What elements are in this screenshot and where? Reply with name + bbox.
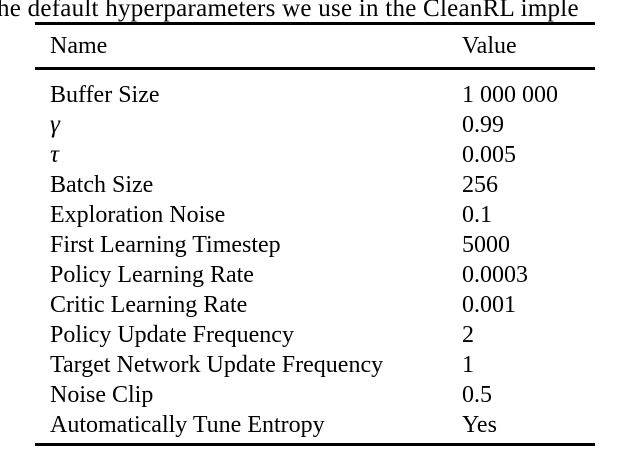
table-row: Batch Size 256 [35, 170, 595, 200]
param-name-cell: Critic Learning Rate [50, 291, 248, 318]
column-header-value: Value [462, 33, 517, 59]
table-row: Buffer Size 1 000 000 [35, 80, 595, 110]
param-name-cell: Automatically Tune Entropy [50, 411, 325, 438]
param-name-cell: Batch Size [50, 171, 154, 198]
param-value-cell: 256 [462, 171, 498, 198]
bottom-rule [35, 442, 595, 446]
param-value-cell: 0.5 [462, 381, 492, 408]
table-row: First Learning Timestep 5000 [35, 230, 595, 260]
param-name-cell: Target Network Update Frequency [50, 351, 384, 378]
table-row: Critic Learning Rate 0.001 [35, 290, 595, 320]
table-row: Policy Learning Rate 0.0003 [35, 260, 595, 290]
param-name-cell: First Learning Timestep [50, 231, 281, 258]
table-body: Buffer Size 1 000 000 γ 0.99 τ 0.005 Bat… [35, 70, 595, 443]
table-row: Policy Update Frequency 2 [35, 320, 595, 350]
header-row: Name Value [35, 25, 595, 67]
param-value-cell: 0.0003 [462, 261, 528, 288]
mid-rule [35, 67, 595, 70]
param-value-cell: 5000 [462, 231, 510, 258]
param-name-cell: τ [50, 140, 59, 168]
param-name-cell: γ [50, 110, 60, 138]
table-caption: he default hyperparameters we use in the… [0, 0, 579, 22]
table-row: τ 0.005 [35, 140, 595, 170]
table-row: Noise Clip 0.5 [35, 380, 595, 410]
param-value-cell: 1 [462, 351, 474, 378]
table-row: Target Network Update Frequency 1 [35, 350, 595, 380]
top-rule [35, 22, 595, 25]
param-value-cell: 1 000 000 [462, 81, 558, 108]
table-row: Automatically Tune Entropy Yes [35, 410, 595, 440]
param-name-cell: Buffer Size [50, 81, 160, 108]
param-value-cell: 0.001 [462, 291, 516, 318]
param-name-cell: Policy Update Frequency [50, 321, 294, 348]
param-value-cell: 0.005 [462, 141, 516, 168]
param-name-cell: Policy Learning Rate [50, 261, 254, 288]
param-value-cell: 0.99 [462, 111, 504, 138]
column-header-name: Name [50, 33, 108, 59]
table-row: γ 0.99 [35, 110, 595, 140]
param-name-cell: Exploration Noise [50, 201, 226, 228]
table-row: Exploration Noise 0.1 [35, 200, 595, 230]
table-header: Name Value [35, 25, 595, 67]
param-value-cell: Yes [462, 411, 497, 438]
param-value-cell: 0.1 [462, 201, 492, 228]
hyperparameters-table: Name Value Buffer Size 1 000 000 γ 0.99 … [35, 22, 595, 446]
param-value-cell: 2 [462, 321, 474, 348]
param-name-cell: Noise Clip [50, 381, 154, 408]
